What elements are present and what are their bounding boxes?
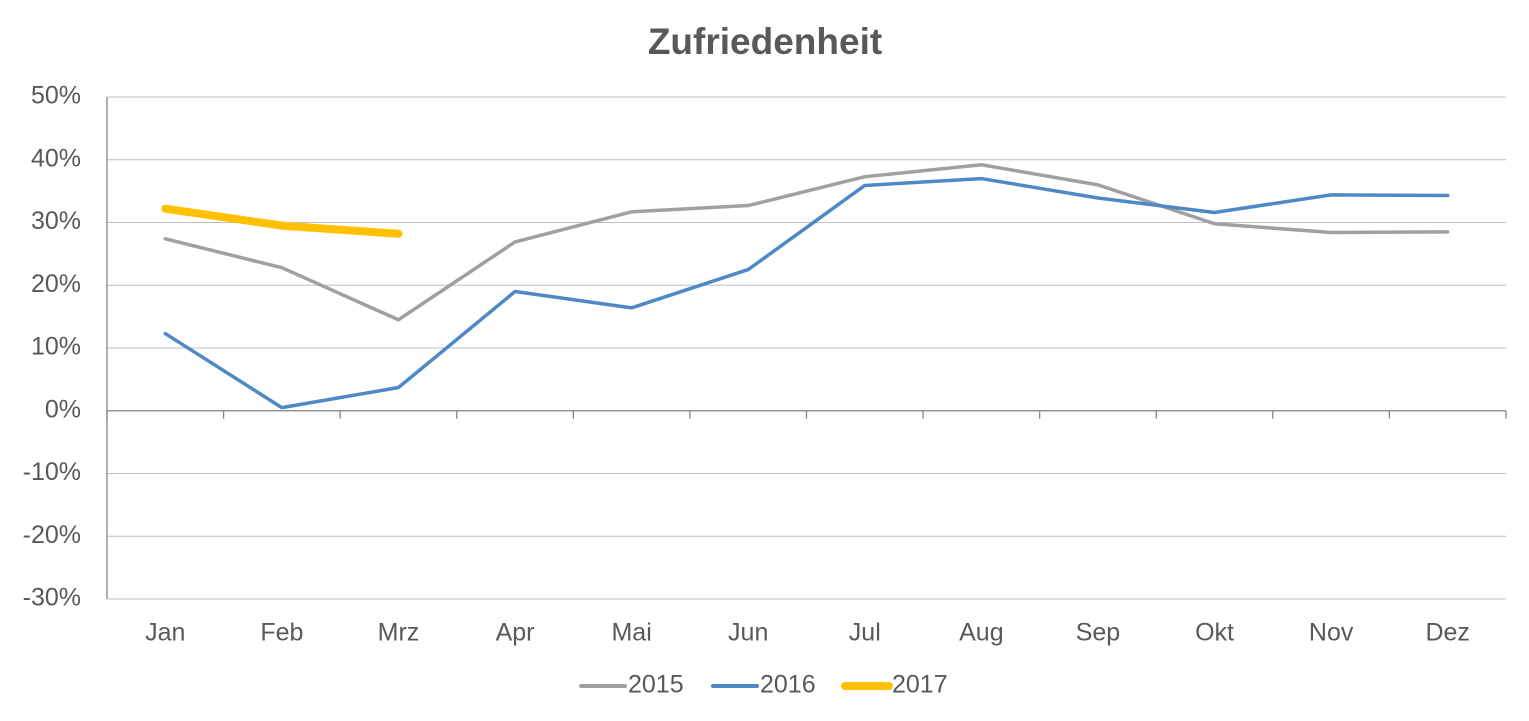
x-tick-label: Okt	[1195, 619, 1234, 647]
y-tick-label: 40%	[31, 144, 81, 172]
legend-label: 2015	[628, 671, 684, 699]
y-tick-label: 30%	[31, 207, 81, 235]
x-tick-label: Nov	[1309, 619, 1354, 647]
chart-title: Zufriedenheit	[648, 21, 882, 62]
y-tick-label: 20%	[31, 270, 81, 298]
x-tick-label: Mai	[611, 619, 651, 647]
x-tick-label: Sep	[1076, 619, 1120, 647]
y-tick-label: -30%	[23, 584, 81, 612]
x-tick-label: Jun	[728, 619, 768, 647]
series-line	[163, 176, 1450, 410]
y-tick-label: 10%	[31, 333, 81, 361]
y-tick-label: 0%	[45, 395, 81, 423]
x-tick-label: Dez	[1425, 619, 1469, 647]
series-line	[161, 204, 403, 238]
x-tick-label: Jul	[849, 619, 881, 647]
y-tick-label: -20%	[23, 521, 81, 549]
x-tick-label: Aug	[959, 619, 1003, 647]
x-tick-label: Feb	[260, 619, 303, 647]
legend-label: 2017	[892, 671, 948, 699]
legend-label: 2016	[760, 671, 816, 699]
series-line	[163, 163, 1450, 322]
y-tick-label: 50%	[31, 82, 81, 110]
x-tick-label: Apr	[496, 619, 535, 647]
x-tick-label: Jan	[145, 619, 185, 647]
y-tick-label: -10%	[23, 458, 81, 486]
x-tick-label: Mrz	[378, 619, 420, 647]
